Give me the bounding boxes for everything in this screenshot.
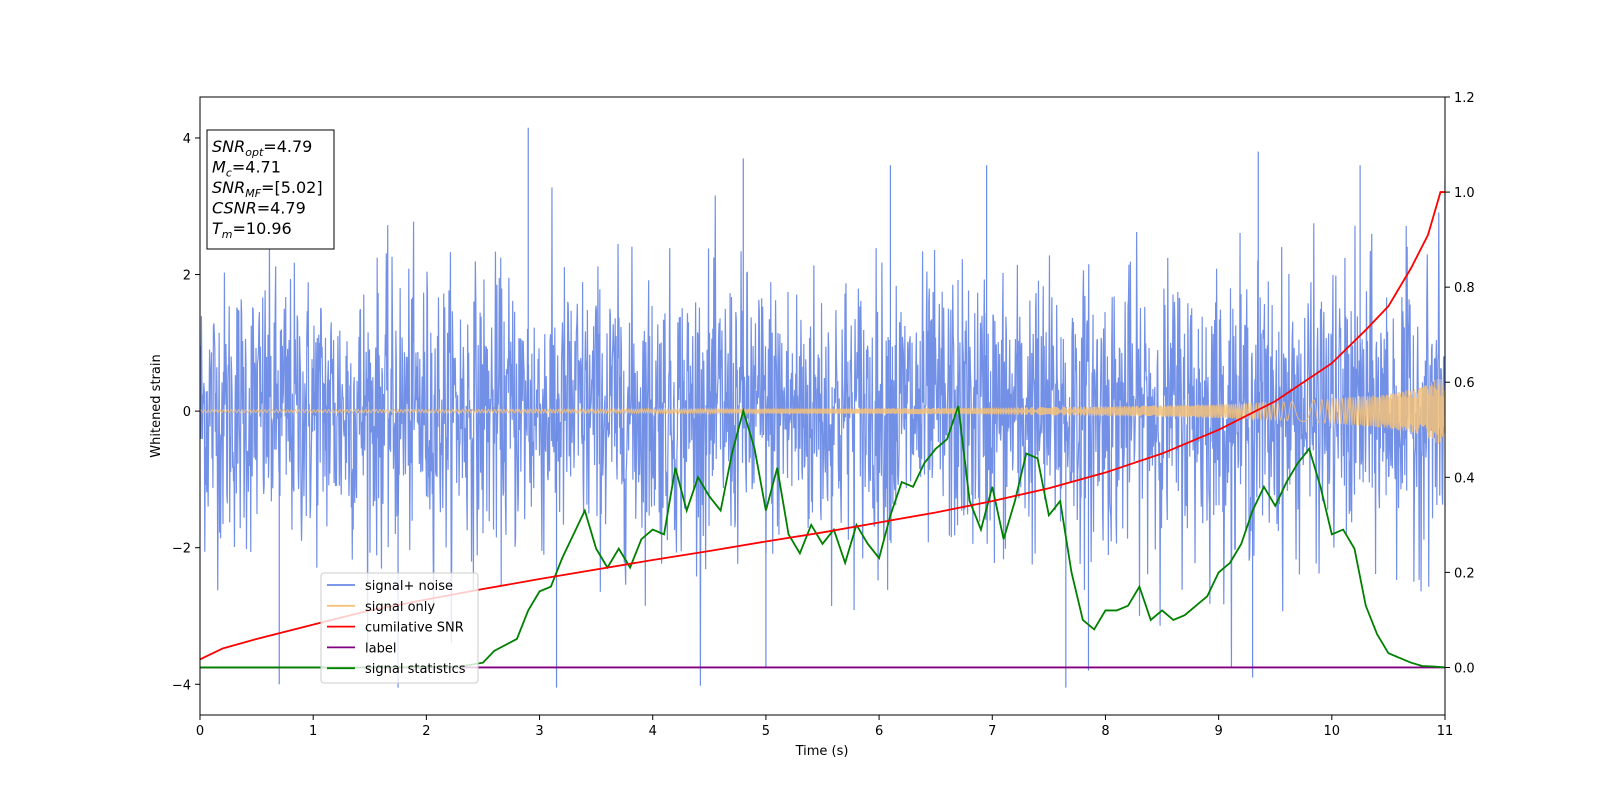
statistic-subscript: opt — [245, 146, 264, 159]
legend-label: signal statistics — [365, 662, 466, 677]
x-tick-label: 5 — [762, 724, 770, 739]
x-axis-label: Time (s) — [795, 744, 849, 759]
y-right-tick-label: 0.2 — [1454, 566, 1475, 581]
y-left-tick-label: −4 — [172, 678, 191, 693]
statistic-symbol: CSNR — [212, 199, 257, 218]
legend-label: cumilative SNR — [365, 621, 464, 636]
x-axis-ticks: 0 1 2 3 4 5 6 7 8 9 10 11 — [196, 715, 1453, 739]
legend-label: signal only — [365, 600, 435, 615]
y-axis-label: Whitened strain — [149, 354, 164, 457]
signal-plus-noise-spikes — [278, 127, 1445, 688]
x-tick-label: 0 — [196, 724, 204, 739]
statistic-line: CSNR=4.79 — [212, 199, 306, 218]
x-tick-label: 8 — [1101, 724, 1109, 739]
signal-only-line — [200, 378, 1445, 444]
statistic-value: =10.96 — [233, 219, 292, 238]
statistic-line: SNRMF=[5.02] — [212, 178, 323, 200]
y-right-tick-label: 0.6 — [1454, 376, 1475, 391]
legend-label: signal+ noise — [365, 579, 453, 594]
plot-frame — [199, 96, 1446, 716]
statistic-line: SNRopt=4.79 — [212, 137, 312, 159]
statistic-line: Mc=4.71 — [212, 158, 281, 180]
signal-statistics-line — [200, 405, 1445, 669]
y-right-tick-label: 0.0 — [1454, 661, 1475, 676]
statistic-value: =4.79 — [263, 137, 312, 156]
x-tick-label: 1 — [309, 724, 317, 739]
statistic-subscript: c — [226, 167, 232, 180]
legend-label: label — [365, 641, 396, 656]
statistic-symbol: SNR — [212, 137, 245, 156]
x-tick-label: 7 — [988, 724, 996, 739]
y-left-tick-label: 2 — [183, 269, 191, 284]
legend: signal+ noise signal only cumilative SNR la… — [320, 572, 479, 684]
x-tick-label: 4 — [649, 724, 657, 739]
y-right-tick-label: 0.4 — [1454, 471, 1475, 486]
statistic-subscript: MF — [245, 187, 261, 200]
x-tick-label: 2 — [422, 724, 430, 739]
statistic-symbol: SNR — [212, 178, 245, 197]
y-right-tick-label: 1.2 — [1454, 91, 1475, 106]
statistics-box-frame — [206, 129, 335, 250]
y-left-tick-label: −2 — [172, 542, 191, 557]
x-tick-label: 3 — [535, 724, 543, 739]
legend-frame — [320, 572, 479, 684]
statistic-value: =4.71 — [232, 158, 281, 177]
y-left-tick-label: 4 — [183, 132, 191, 147]
statistic-value: =4.79 — [257, 199, 306, 218]
y-right-tick-label: 1.0 — [1454, 186, 1475, 201]
x-tick-label: 11 — [1437, 724, 1454, 739]
statistic-subscript: m — [222, 228, 233, 241]
statistic-value: =[5.02] — [261, 178, 323, 197]
y-right-tick-label: 0.8 — [1454, 281, 1475, 296]
y-left-tick-label: 0 — [183, 405, 191, 420]
x-tick-label: 6 — [875, 724, 883, 739]
x-tick-label: 9 — [1214, 724, 1222, 739]
statistics-box: SNRopt=4.79Mc=4.71SNRMF=[5.02]CSNR=4.79T… — [206, 129, 335, 250]
signal-plus-noise-line — [200, 187, 1445, 686]
statistic-line: Tm=10.96 — [212, 219, 292, 241]
statistic-symbol: M — [212, 158, 226, 177]
x-tick-label: 10 — [1324, 724, 1341, 739]
y-axis-left-ticks: −4 −2 0 2 4 — [172, 132, 200, 693]
statistic-symbol: T — [212, 219, 223, 238]
y-axis-right-ticks: 0.0 0.2 0.4 0.6 0.8 1.0 1.2 — [1445, 91, 1475, 676]
